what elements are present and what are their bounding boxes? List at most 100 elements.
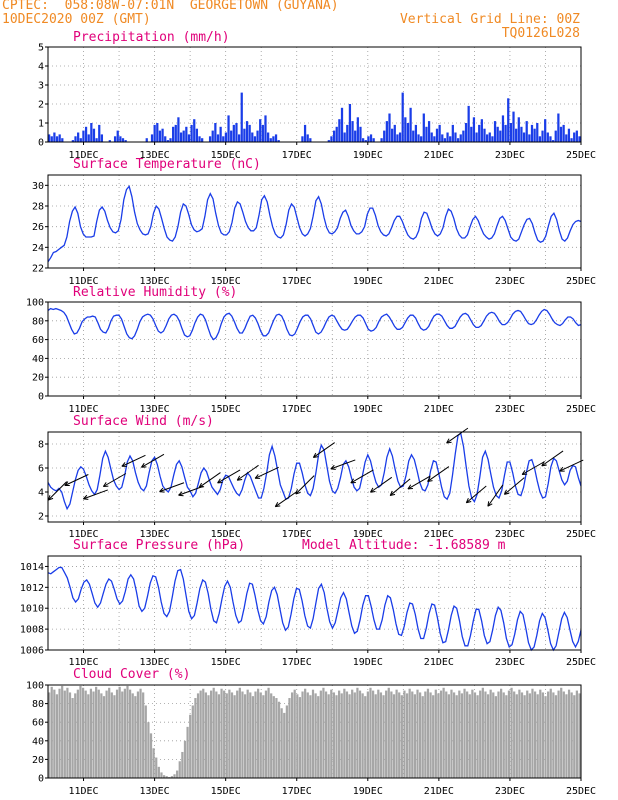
cloud-xtick-label: 15DEC (211, 786, 241, 797)
humidity-ytick-label: 60 (32, 335, 44, 346)
precip-bar (208, 136, 212, 142)
cloud-bar (340, 693, 343, 778)
precip-bar (58, 134, 61, 142)
cloud-bar (228, 689, 231, 778)
precip-bar (414, 124, 418, 142)
cloud-bar (442, 687, 445, 778)
wind-arrow-shaft (275, 491, 297, 508)
wind-arrow-head (159, 487, 164, 492)
precip-ytick-label: 5 (38, 43, 44, 54)
cloud-xtick-label: 11DEC (68, 786, 98, 797)
precip-bar (61, 138, 64, 142)
precip-bar (427, 121, 431, 142)
precip-bar (338, 119, 341, 142)
wind-arrow (541, 450, 564, 467)
cloud-bar (89, 688, 93, 778)
precip-bar (401, 92, 404, 142)
cloud-bar (387, 687, 390, 778)
cloud-bar (327, 694, 330, 778)
wind-arrow-shaft (121, 454, 146, 467)
cloud-bar (426, 688, 430, 778)
precip-bar (509, 123, 513, 142)
cloud-bar (293, 689, 296, 778)
precip-bar (237, 134, 241, 142)
precip-bar (79, 138, 82, 142)
precip-bar (343, 132, 346, 142)
cloud-bar (463, 688, 466, 778)
wind-arrow-head (295, 489, 298, 495)
cloud-bar (118, 686, 121, 778)
precip-bar (369, 134, 373, 142)
pressure-xtick-label: 25DEC (566, 657, 596, 668)
cloud-bar (502, 692, 505, 778)
precip-bar (98, 124, 101, 142)
wind-arrow-shaft (295, 475, 315, 495)
wind-arrow (217, 469, 241, 484)
cloud-bar (560, 687, 563, 778)
wind-arrow (83, 489, 108, 500)
wind-arrow-shaft (313, 442, 335, 458)
cloud-bar (95, 686, 98, 778)
cloud-bar (74, 693, 77, 778)
wind-arrow (64, 474, 89, 487)
cloud-bar (330, 689, 333, 778)
cloud-bar (567, 689, 571, 778)
cloud-bar (204, 692, 207, 778)
cloud-bar (494, 696, 498, 778)
precip-bar (483, 128, 486, 142)
wind-arrow-shaft (521, 461, 545, 475)
cloud-bar (48, 692, 51, 778)
cloud-bar (385, 690, 388, 778)
temperature-xtick-label: 15DEC (211, 276, 241, 287)
cloud-bar (55, 694, 59, 778)
cloud-bar (199, 690, 202, 778)
precip-bar (232, 124, 235, 142)
precip-bar (554, 130, 557, 142)
cloud-bar (170, 776, 174, 778)
wind-title: Surface Wind (m/s) (73, 414, 214, 429)
cloud-bar (343, 688, 346, 778)
cloud-bar (314, 693, 317, 778)
cloud-bar (311, 689, 315, 778)
wind-arrow-head (504, 492, 510, 495)
cloud-bar (332, 692, 336, 778)
precip-bar (230, 130, 233, 142)
wind-arrow-head (274, 502, 279, 507)
precip-bar (541, 130, 544, 142)
wind-xtick-label: 17DEC (282, 529, 312, 540)
precip-bar (240, 92, 243, 142)
precip-bar (153, 124, 156, 142)
wind-arrow-shaft (103, 473, 127, 487)
cloud-bar (283, 712, 286, 778)
wind-arrow-head (521, 470, 526, 475)
wind-arrow-head (313, 456, 319, 458)
wind-arrow (102, 473, 127, 487)
precip-bar (496, 126, 499, 142)
cloud-bar (238, 687, 241, 778)
wind-arrow-shaft (236, 464, 259, 481)
cloud-bar (552, 692, 555, 778)
wind-xtick-label: 25DEC (566, 529, 596, 540)
wind-arrow-head (254, 474, 259, 479)
precip-bar (538, 136, 542, 142)
cloud-bar (544, 696, 547, 778)
precip-bar (433, 136, 436, 142)
precip-bar (235, 123, 238, 142)
cloud-bar (176, 770, 179, 778)
cloud-bar (212, 687, 215, 778)
cloud-bar (505, 695, 508, 778)
cloud-bar (421, 696, 424, 778)
cloud-bar (160, 772, 163, 778)
cloud-bar (230, 692, 234, 778)
cloud-bar (298, 697, 302, 778)
cloud-bar (223, 690, 226, 778)
wind-arrow-shaft (559, 459, 584, 472)
precip-bar (536, 123, 539, 142)
wind-panel: 2 4 6 8 11DEC 13DEC 15DEC 17DEC 19DEC 21DEC 23DEC 2… (38, 414, 596, 540)
wind-arrow (47, 481, 68, 501)
temperature-xtick-label: 25DEC (566, 276, 596, 287)
cloud-bar (353, 692, 356, 778)
cloud-bar (246, 689, 249, 778)
cloud-bar (81, 687, 85, 778)
precip-title: Precipitation (mm/h) (73, 30, 230, 45)
